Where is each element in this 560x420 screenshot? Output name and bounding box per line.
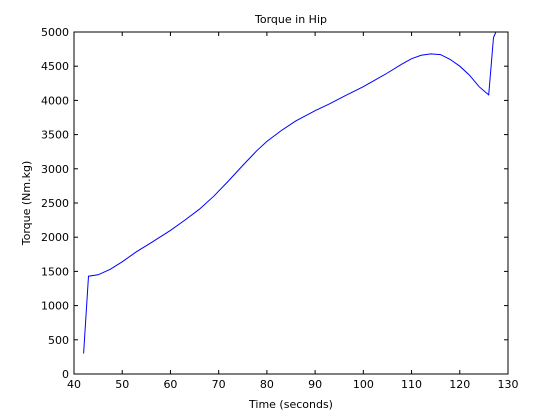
chart-title: Torque in Hip	[254, 13, 327, 26]
x-tick-label: 80	[260, 378, 274, 391]
y-tick-label: 0	[62, 368, 69, 381]
x-tick-label: 90	[308, 378, 322, 391]
y-tick-label: 500	[48, 334, 69, 347]
y-tick-label: 1500	[41, 265, 69, 278]
y-tick-label: 2500	[41, 197, 69, 210]
y-tick-label: 3500	[41, 129, 69, 142]
x-tick-label: 70	[212, 378, 226, 391]
y-tick-label: 4000	[41, 94, 69, 107]
x-axis: 40 50 60 70 80 90 100 110 120 130	[67, 32, 519, 391]
x-tick-label: 130	[498, 378, 519, 391]
y-tick-label: 1000	[41, 300, 69, 313]
x-tick-label: 120	[449, 378, 470, 391]
x-tick-label: 100	[353, 378, 374, 391]
x-tick-label: 40	[67, 378, 81, 391]
y-axis-title: Torque (Nm.kg)	[20, 161, 33, 247]
y-tick-label: 4500	[41, 60, 69, 73]
plot-area	[73, 31, 509, 375]
y-tick-label: 3000	[41, 163, 69, 176]
y-tick-label: 2000	[41, 231, 69, 244]
series-layer	[83, 31, 497, 354]
x-axis-title: Time (seconds)	[248, 398, 333, 411]
x-tick-label: 110	[401, 378, 422, 391]
x-tick-label: 50	[115, 378, 129, 391]
x-tick-label: 60	[163, 378, 177, 391]
y-axis: 0 500 1000 1500 2000 2500 3000 3500 4000 4500 5000	[41, 26, 508, 381]
y-tick-label: 5000	[41, 26, 69, 39]
series-line	[83, 31, 497, 354]
